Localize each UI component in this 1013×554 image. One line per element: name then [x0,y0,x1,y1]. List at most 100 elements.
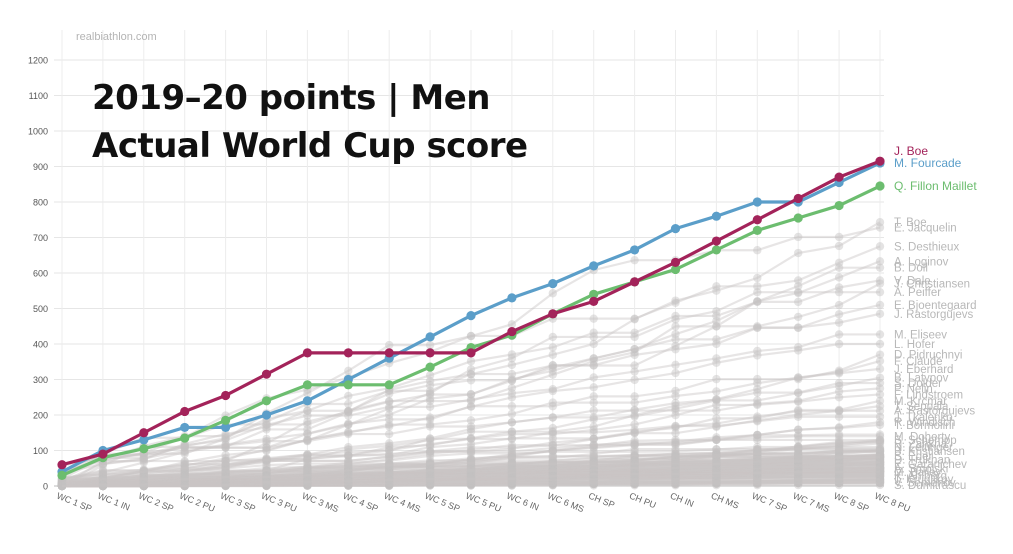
background-series-point [466,471,476,480]
background-series-point [98,469,108,478]
background-series-point [507,469,517,478]
background-series-point [507,393,517,402]
background-series-point [589,472,598,482]
background-series-point [712,448,721,458]
background-series-line [61,458,880,487]
background-series-point [834,318,844,327]
background-series-point [303,462,312,471]
background-series-point [507,434,517,443]
background-series-point [875,468,885,478]
background-series-point [712,465,721,474]
series-point [670,257,681,267]
background-series-point [875,454,885,463]
background-series-point [385,470,394,480]
background-series-point [98,481,108,490]
background-series-point [712,462,721,472]
background-series-point [507,477,517,487]
background-series-point [262,481,271,490]
background-series-point [303,450,312,459]
background-series-point [466,433,476,443]
background-series-point [385,473,394,482]
background-series-point [262,473,271,482]
background-series-point [589,469,598,479]
x-tick-label: WC 3 MS [301,491,340,515]
background-series-line [62,475,880,488]
background-series-point [425,476,435,486]
background-series-line [61,423,881,486]
background-series-point [180,478,189,488]
background-series-point [139,474,148,483]
background-series-point [262,445,271,455]
background-series-point [589,328,598,337]
background-series-point [385,470,394,480]
background-series-point [712,471,721,480]
background-series-point [344,420,353,429]
background-series-point [221,456,230,465]
background-series-line [61,279,881,474]
background-series-point [794,461,803,470]
background-series-point [385,477,394,486]
background-series-point [548,456,557,465]
background-series-point [630,465,639,474]
background-series-point [466,439,476,449]
background-series-point [753,452,762,461]
background-series-point [344,469,353,479]
background-series-point [98,478,108,487]
background-series-point [180,442,189,452]
x-tick-label: WC 2 SP [137,491,175,514]
background-series-point [466,445,476,455]
background-series-point [425,479,435,489]
background-series-point [753,454,762,463]
background-series-point [712,471,721,480]
background-series-point [507,473,517,482]
background-series-point [753,446,762,456]
background-series-point [466,464,476,473]
x-tick-label: CH IN [669,491,695,509]
background-series-point [548,472,557,482]
background-series-point [794,467,803,476]
background-series-point [834,366,844,375]
background-series-point [589,406,598,415]
background-series-point [630,439,639,449]
background-series-point [507,468,517,478]
background-series-point [671,439,680,449]
background-series-point [466,468,476,478]
background-series-point [139,481,148,491]
background-series-point [344,456,353,466]
background-series-point [57,480,67,490]
background-series-point [753,396,762,405]
background-series-point [712,456,721,465]
background-series-point [712,477,721,487]
background-series-point [589,461,598,471]
background-series-point [180,467,189,476]
background-series-point [671,472,680,481]
background-series-point [834,456,844,465]
background-series-point [98,481,108,491]
background-series-point [834,465,844,475]
series-point [875,181,885,191]
background-series-point [630,458,639,467]
background-series-label: S. Desthieux [894,241,959,253]
background-series-point [385,470,394,479]
background-series-point [753,467,762,477]
background-series-point [548,462,557,472]
background-series-point [139,475,148,484]
background-series-point [875,450,885,459]
background-series-point [385,481,394,490]
background-series-point [834,339,844,349]
background-series-line [62,376,881,479]
background-series-point [425,469,435,478]
background-series-point [221,476,230,485]
background-series-point [794,442,803,452]
background-series-point [794,477,803,487]
background-series-point [548,456,557,465]
background-series-point [466,462,476,471]
background-series-point [834,457,844,466]
x-tick-label: WC 5 PU [464,491,503,514]
background-series-point [834,241,844,251]
background-series-point [834,455,844,464]
background-series-point [139,478,148,487]
background-series-line [61,474,880,486]
background-series-point [875,445,885,455]
